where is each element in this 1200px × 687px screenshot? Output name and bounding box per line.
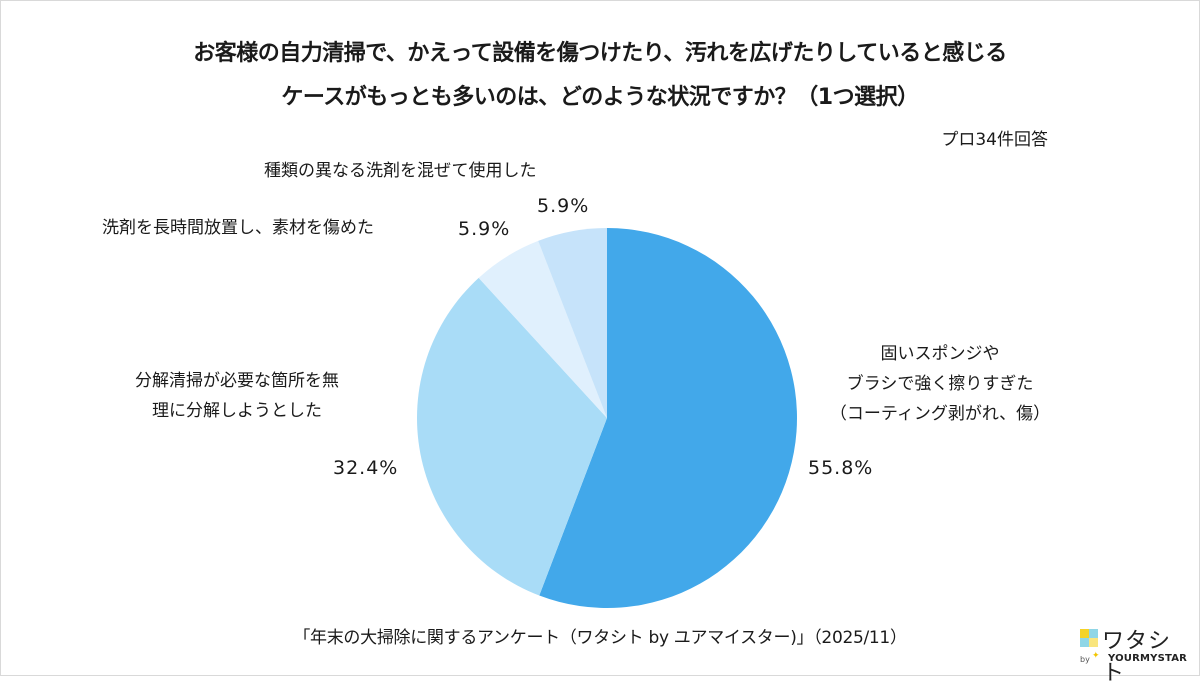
star-icon: ✦ [1092, 651, 1100, 661]
label-left-detergent-too-long: 洗剤を長時間放置し、素材を傷めた [102, 218, 374, 238]
label-scrubbed-too-hard-line-3: （コーティング剥がれ、傷） [829, 404, 1051, 424]
label-scrubbed-too-hard: 固いスポンジや ブラシで強く擦りすぎた （コーティング剥がれ、傷） [810, 339, 1070, 429]
pct-forced-disassembly: 32.4% [333, 457, 399, 479]
pct-scrubbed-too-hard: 55.8% [808, 457, 874, 479]
label-forced-disassembly-line-2: 理に分解しようとした [152, 401, 322, 421]
logo-by: by [1080, 655, 1090, 664]
slice-mixed-detergents [538, 228, 607, 418]
label-forced-disassembly: 分解清掃が必要な箇所を無 理に分解しようとした [112, 366, 362, 426]
label-forced-disassembly-line-1: 分解清掃が必要な箇所を無 [135, 371, 339, 391]
chart-title: お客様の自力清掃で、かえって設備を傷つけたり、汚れを広げたりしていると感じる ケ… [0, 32, 1200, 120]
pie-slices [416, 228, 798, 609]
pct-mixed-detergents: 5.9% [537, 195, 590, 217]
slice-left-detergent-too-long [478, 240, 607, 418]
logo-mark-icon [1080, 629, 1098, 647]
source-note: 「年末の大掃除に関するアンケート（ワタシト by ユアマイスター)」（2025/… [293, 628, 907, 648]
pct-left-detergent-too-long: 5.9% [458, 218, 511, 240]
slice-scrubbed-too-hard [539, 228, 798, 609]
logo-brand: YOURMYSTAR [1108, 653, 1188, 664]
label-scrubbed-too-hard-line-2: ブラシで強く擦りすぎた [846, 374, 1034, 394]
label-scrubbed-too-hard-line-1: 固いスポンジや [880, 344, 1000, 364]
slice-forced-disassembly [416, 277, 607, 596]
respondent-count: プロ34件回答 [941, 130, 1048, 150]
label-mixed-detergents: 種類の異なる洗剤を混ぜて使用した [264, 161, 537, 181]
chart-title-line-2: ケースがもっとも多いのは、どのような状況ですか？（1つ選択） [281, 85, 919, 110]
watashito-logo: ワタシト by ✦ YOURMYSTAR [1080, 627, 1190, 686]
chart-title-line-1: お客様の自力清掃で、かえって設備を傷つけたり、汚れを広げたりしていると感じる [193, 41, 1007, 66]
